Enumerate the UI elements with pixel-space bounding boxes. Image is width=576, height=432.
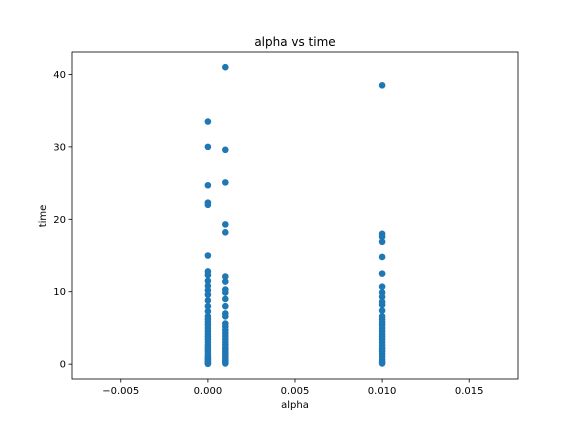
data-point	[378, 293, 386, 301]
y-tick-label: 10	[53, 287, 66, 298]
data-point	[378, 270, 386, 277]
data-point	[204, 201, 212, 209]
y-tick-label: 0	[60, 360, 66, 371]
y-axis: 0 10 20 30 40	[53, 70, 72, 371]
data-point	[378, 360, 386, 367]
y-tick-label: 20	[53, 215, 66, 226]
y-axis-label: time	[38, 205, 49, 228]
data-point	[204, 118, 212, 125]
data-point	[204, 252, 212, 259]
data-point	[378, 283, 386, 290]
data-point	[378, 301, 386, 309]
data-point	[378, 307, 386, 314]
data-point	[222, 146, 229, 154]
x-tick-label: 0.010	[368, 386, 397, 397]
data-point	[378, 238, 386, 246]
data-point	[222, 295, 229, 303]
data-point	[222, 302, 229, 310]
data-point	[222, 229, 229, 236]
data-point	[204, 271, 212, 279]
data-point	[204, 360, 212, 368]
data-point	[222, 221, 229, 228]
data-point	[378, 253, 386, 261]
data-point	[204, 277, 212, 285]
x-tick-label: −0.005	[102, 386, 139, 397]
data-point	[204, 297, 212, 304]
data-point	[204, 181, 212, 189]
data-point	[222, 289, 229, 296]
data-point	[222, 63, 229, 71]
data-point	[222, 273, 229, 280]
data-point	[222, 360, 229, 367]
x-tick-label: 0.005	[281, 386, 310, 397]
data-point	[204, 143, 212, 151]
data-point	[204, 307, 212, 315]
data-point	[378, 233, 386, 240]
data-point	[204, 291, 212, 298]
y-tick-label: 40	[53, 70, 66, 81]
data-point	[378, 82, 386, 89]
chart-title: alpha vs time	[254, 35, 335, 49]
x-tick-label: 0.000	[194, 386, 223, 397]
x-axis: −0.005 0.000 0.005 0.010 0.015	[102, 379, 484, 397]
data-point	[204, 302, 212, 310]
x-axis-label: alpha	[281, 400, 309, 411]
data-point	[222, 278, 229, 285]
data-point	[222, 313, 229, 320]
data-point	[222, 179, 229, 186]
y-tick-label: 30	[53, 142, 66, 153]
data-points	[204, 63, 386, 368]
x-tick-label: 0.015	[455, 386, 484, 397]
